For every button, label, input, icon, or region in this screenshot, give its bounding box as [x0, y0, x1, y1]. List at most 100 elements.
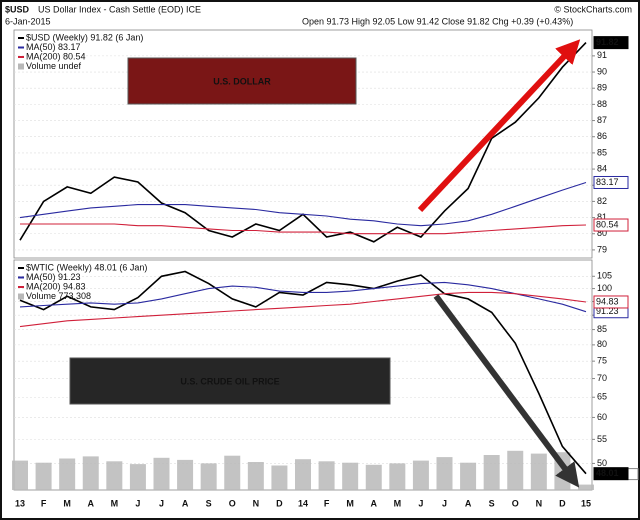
- value-label: 91.82: [596, 37, 619, 47]
- value-label: 91.23: [596, 306, 619, 316]
- y-tick-label: 79: [597, 244, 607, 254]
- legend-entry: MA(200) 94.83: [26, 281, 86, 291]
- volume-bar: [129, 464, 146, 490]
- legend-entry: MA(50) 83.17: [26, 42, 81, 52]
- value-label-box: [593, 36, 629, 50]
- x-tick-label: A: [88, 498, 95, 508]
- y-tick-label: 70: [597, 373, 607, 383]
- volume-bar: [247, 462, 264, 490]
- source: © StockCharts.com: [554, 4, 632, 14]
- y-tick-label: 89: [597, 83, 607, 93]
- arrow: [433, 294, 580, 488]
- volume-bar: [578, 484, 594, 490]
- x-tick-label: J: [135, 498, 140, 508]
- value-label-box: [593, 295, 629, 309]
- x-tick-label: M: [111, 498, 119, 508]
- y-tick-label: 90: [597, 66, 607, 76]
- value-label-box: [593, 218, 629, 232]
- legend-entry: $WTIC (Weekly) 48.01 (6 Jan): [26, 262, 147, 272]
- value-label: 94.83: [596, 296, 619, 306]
- volume-bar: [412, 460, 429, 490]
- description: US Dollar Index - Cash Settle (EOD) ICE: [38, 4, 201, 14]
- volume-bar: [12, 460, 28, 490]
- series-line: [19, 291, 587, 328]
- y-tick-label: 87: [597, 115, 607, 125]
- volume-bar: [460, 462, 477, 490]
- value-label: 48.01: [596, 468, 619, 478]
- y-tick-label: 91: [597, 50, 607, 60]
- x-tick-label: F: [324, 498, 330, 508]
- y-tick-label: 80: [597, 228, 607, 238]
- x-tick-label: J: [442, 498, 447, 508]
- volume-bar: [318, 461, 335, 490]
- y-tick-label: 85: [597, 147, 607, 157]
- y-tick-label: 55: [597, 434, 607, 444]
- series-line: [19, 181, 587, 227]
- x-tick-label: N: [536, 498, 543, 508]
- x-tick-label: A: [182, 498, 189, 508]
- legend-entry: MA(50) 91.23: [26, 272, 81, 282]
- volume-bar: [483, 455, 500, 490]
- volume-bar: [153, 457, 170, 490]
- x-tick-label: O: [512, 498, 519, 508]
- plot: 7980818283848586878889909150556065707580…: [12, 29, 612, 508]
- symbol: $USD: [5, 4, 30, 14]
- x-tick-label: D: [559, 498, 566, 508]
- value-label: 83.17: [596, 177, 619, 187]
- series-line: [20, 223, 587, 235]
- volume-bar: [271, 465, 288, 490]
- y-tick-label: 65: [597, 392, 607, 402]
- volume-bar: [224, 455, 241, 490]
- legend-entry: $USD (Weekly) 91.82 (6 Jan): [26, 32, 143, 42]
- x-tick-label: 15: [581, 498, 591, 508]
- volume-bar: [436, 457, 453, 490]
- value-label: 80.54: [596, 219, 619, 229]
- x-tick-label: N: [253, 498, 260, 508]
- y-tick-label: 86: [597, 131, 607, 141]
- x-tick-label: A: [465, 498, 472, 508]
- legend-swatch: [18, 293, 24, 300]
- x-tick-label: D: [276, 498, 283, 508]
- legend-swatch: [18, 63, 24, 70]
- x-tick-label: 13: [15, 498, 25, 508]
- volume-bar: [59, 458, 76, 490]
- legend-entry: MA(200) 80.54: [26, 51, 86, 61]
- series-line: [19, 270, 587, 475]
- x-tick-label: O: [229, 498, 236, 508]
- x-tick-label: M: [346, 498, 354, 508]
- annotation: U.S. CRUDE OIL PRICE: [180, 376, 279, 386]
- y-tick-label: 105: [597, 271, 612, 281]
- y-tick-label: 84: [597, 163, 607, 173]
- volume-bar: [106, 461, 123, 490]
- x-tick-label: J: [159, 498, 164, 508]
- x-tick-label: A: [371, 498, 378, 508]
- quote: Open 91.73 High 92.05 Low 91.42 Close 91…: [302, 16, 573, 26]
- x-tick-label: 14: [298, 498, 308, 508]
- x-tick-label: S: [206, 498, 212, 508]
- volume-bar: [82, 456, 99, 490]
- x-tick-label: F: [41, 498, 47, 508]
- volume-bar: [365, 464, 382, 490]
- overlay: 91.82 $USD (Weekly) 91.82 (6 Jan) 83.17 MA(…: [18, 32, 639, 488]
- y-tick-label: 50: [597, 458, 607, 468]
- volume-bar: [342, 462, 359, 490]
- x-tick-label: J: [418, 498, 423, 508]
- y-tick-label: 82: [597, 196, 607, 206]
- panel: [13, 29, 593, 259]
- x-tick-label: M: [63, 498, 71, 508]
- annotation: U.S. DOLLAR: [213, 76, 271, 86]
- y-tick-label: 81: [597, 212, 607, 222]
- legend-entry: Volume 773,308: [26, 291, 91, 301]
- volume-bar: [507, 450, 524, 490]
- y-tick-label: 60: [597, 412, 607, 422]
- volume-bar: [530, 453, 547, 490]
- x-tick-label: S: [489, 498, 495, 508]
- volume-bar: [389, 463, 406, 490]
- date: 6-Jan-2015: [5, 16, 51, 26]
- annotation-box: [69, 357, 391, 405]
- volume-bar: [295, 459, 311, 490]
- y-tick-label: 100: [597, 283, 612, 293]
- y-tick-label: 85: [597, 324, 607, 334]
- annotation-box: [127, 57, 357, 105]
